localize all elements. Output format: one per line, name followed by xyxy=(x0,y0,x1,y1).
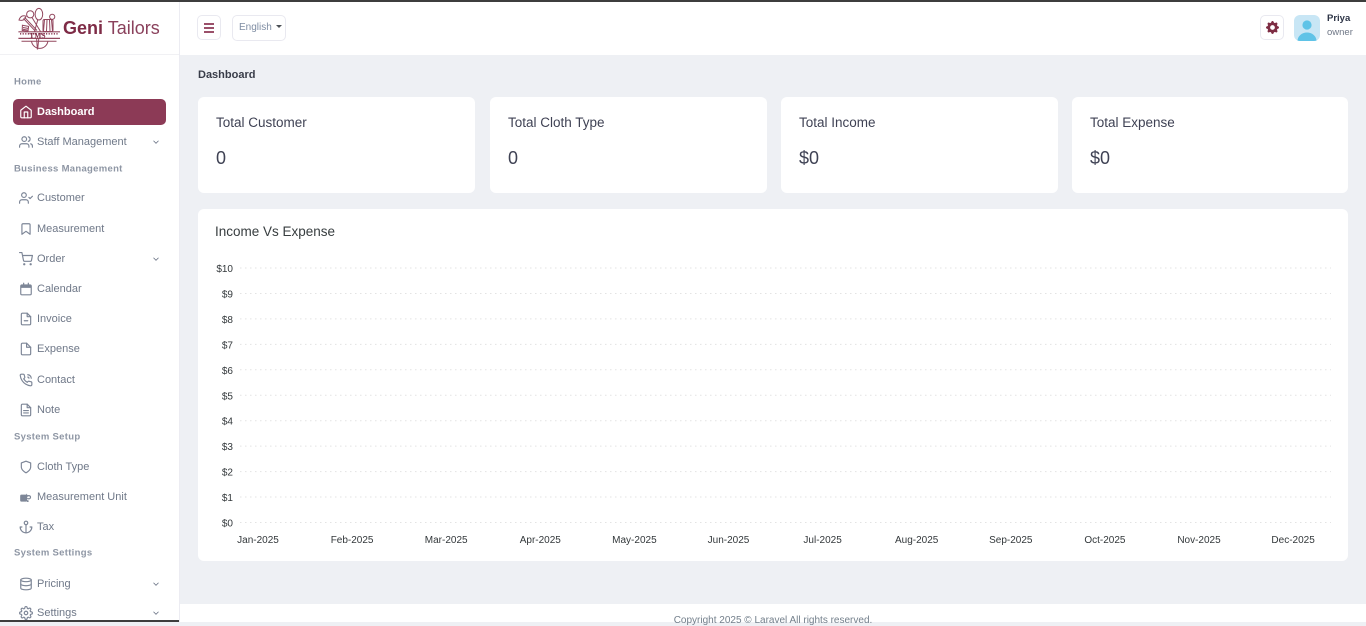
svg-text:Oct-2025: Oct-2025 xyxy=(1084,535,1126,546)
svg-text:$6: $6 xyxy=(222,366,234,377)
svg-text:$1: $1 xyxy=(222,493,234,504)
svg-text:Aug-2025: Aug-2025 xyxy=(895,535,939,546)
svg-text:$3: $3 xyxy=(222,442,234,453)
svg-text:$2: $2 xyxy=(222,468,234,479)
svg-text:$7: $7 xyxy=(222,340,234,351)
svg-text:$9: $9 xyxy=(222,289,234,300)
svg-text:$0: $0 xyxy=(222,519,234,530)
svg-text:May-2025: May-2025 xyxy=(612,535,657,546)
svg-text:Feb-2025: Feb-2025 xyxy=(331,535,374,546)
svg-text:Jul-2025: Jul-2025 xyxy=(803,535,842,546)
svg-text:Mar-2025: Mar-2025 xyxy=(425,535,468,546)
svg-text:TMS: TMS xyxy=(29,31,45,40)
svg-text:$5: $5 xyxy=(222,391,234,402)
svg-text:Jun-2025: Jun-2025 xyxy=(708,535,750,546)
svg-text:$10: $10 xyxy=(216,264,233,275)
svg-text:$4: $4 xyxy=(222,417,234,428)
svg-text:Jan-2025: Jan-2025 xyxy=(237,535,279,546)
svg-text:$8: $8 xyxy=(222,315,234,326)
svg-text:Nov-2025: Nov-2025 xyxy=(1177,535,1221,546)
svg-text:Dec-2025: Dec-2025 xyxy=(1271,535,1315,546)
svg-text:Sep-2025: Sep-2025 xyxy=(989,535,1033,546)
svg-text:Apr-2025: Apr-2025 xyxy=(520,535,562,546)
